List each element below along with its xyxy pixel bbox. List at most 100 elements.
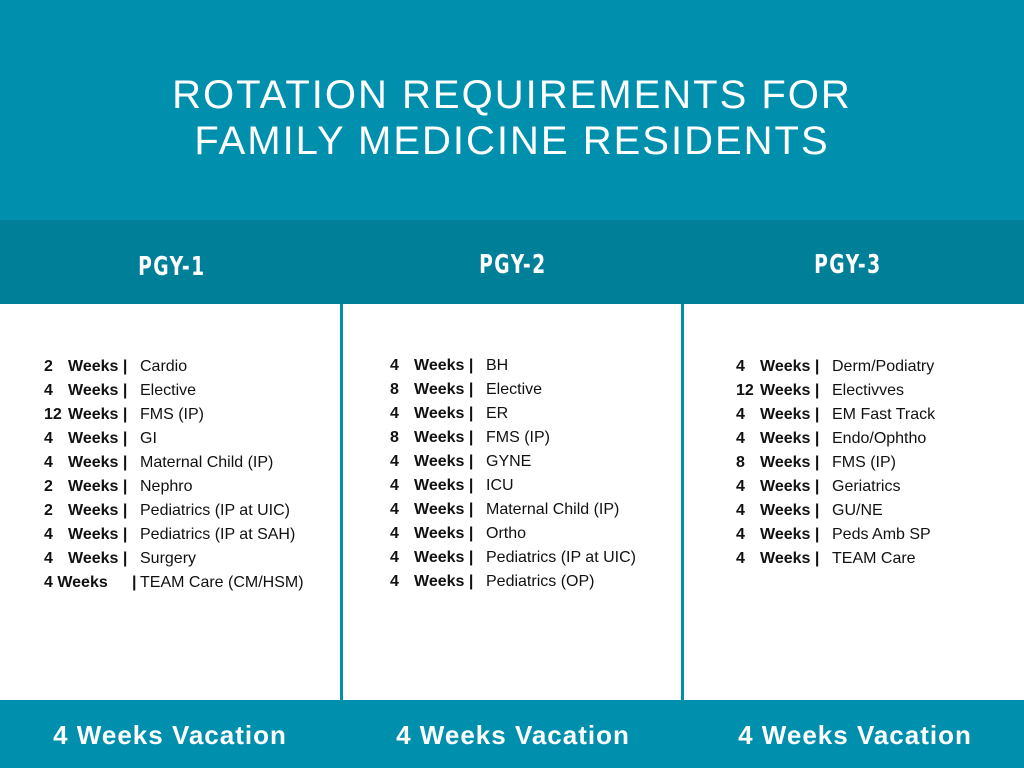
rotation-name: EM Fast Track xyxy=(832,406,936,423)
weeks-count: 2 xyxy=(44,502,53,519)
weeks-count: 4 xyxy=(44,382,53,399)
weeks-count: 4 xyxy=(390,405,399,422)
weeks-count: 12 xyxy=(44,406,62,423)
weeks-unit: Weeks | xyxy=(414,573,474,590)
rotation-name: Pediatrics (OP) xyxy=(486,573,595,590)
weeks-count: 4 xyxy=(736,550,745,567)
weeks-unit: Weeks | xyxy=(68,526,128,543)
weeks-count: 4 xyxy=(736,358,745,375)
weeks-unit: Weeks | xyxy=(414,453,474,470)
rotation-name: FMS (IP) xyxy=(140,406,204,423)
weeks-count: 8 xyxy=(736,454,745,471)
weeks-unit: Weeks | xyxy=(68,478,128,495)
weeks-unit: Weeks | xyxy=(414,357,474,374)
rotation-name: Nephro xyxy=(140,478,193,495)
rotation-name: Maternal Child (IP) xyxy=(140,454,274,471)
weeks-unit: Weeks | xyxy=(414,477,474,494)
rotation-name: GI xyxy=(140,430,157,447)
rotation-name: BH xyxy=(486,357,509,374)
weeks-count: 4 xyxy=(390,525,399,542)
weeks-unit: Weeks | xyxy=(414,405,474,422)
weeks-unit: Weeks | xyxy=(760,478,820,495)
weeks-count: 4 xyxy=(736,430,745,447)
weeks-count: 4 xyxy=(44,526,53,543)
rotation-name: Pediatrics (IP at SAH) xyxy=(140,526,296,543)
weeks-count: 4 xyxy=(390,549,399,566)
weeks-count: 4 xyxy=(390,357,399,374)
rotation-name: GYNE xyxy=(486,453,532,470)
rotation-name: FMS (IP) xyxy=(832,454,896,471)
weeks-count: 4 xyxy=(390,501,399,518)
heading-pgy-2: PGY-2 xyxy=(479,250,547,280)
weeks-unit: Weeks | xyxy=(760,550,820,567)
weeks-unit: Weeks | xyxy=(760,502,820,519)
weeks-count: 4 xyxy=(390,453,399,470)
heading-pgy-1: PGY-1 xyxy=(138,252,206,282)
weeks-unit: Weeks | xyxy=(760,454,820,471)
page-title: ROTATION REQUIREMENTS FOR FAMILY MEDICIN… xyxy=(0,72,1024,164)
column-divider xyxy=(681,304,684,700)
vacation-footer xyxy=(0,700,1024,768)
weeks-count: 4 xyxy=(44,550,53,567)
rotation-name: Geriatrics xyxy=(832,478,901,495)
weeks-unit: Weeks | xyxy=(68,382,128,399)
rotation-name: Derm/Podiatry xyxy=(832,358,935,375)
weeks-unit: Weeks | xyxy=(414,501,474,518)
rotation-name: Surgery xyxy=(140,550,197,567)
weeks-count: 4 xyxy=(736,406,745,423)
rotation-name: Pediatrics (IP at UIC) xyxy=(486,549,636,566)
weeks-unit: Weeks | xyxy=(760,406,820,423)
weeks-unit: Weeks | xyxy=(414,429,474,446)
weeks-count: 4 xyxy=(44,454,53,471)
year-header-band xyxy=(0,220,1024,304)
rotation-name: Peds Amb SP xyxy=(832,526,931,543)
weeks-count: 12 xyxy=(736,382,754,399)
rotation-name: ER xyxy=(486,405,509,422)
weeks-unit: Weeks | xyxy=(760,430,820,447)
rotation-name: Ortho xyxy=(486,525,527,542)
rotation-name: Pediatrics (IP at UIC) xyxy=(140,502,290,519)
weeks-unit: Weeks | xyxy=(68,550,128,567)
weeks-unit: | xyxy=(132,574,137,591)
rotation-name: Maternal Child (IP) xyxy=(486,501,620,518)
title-banner xyxy=(0,0,1024,220)
rotation-name: Elective xyxy=(140,382,197,399)
weeks-unit: Weeks | xyxy=(414,525,474,542)
rotation-name: Elective xyxy=(486,381,543,398)
rotation-name: Endo/Ophtho xyxy=(832,430,927,447)
heading-pgy-3: PGY-3 xyxy=(814,250,882,280)
weeks-unit: Weeks | xyxy=(68,502,128,519)
weeks-count: 8 xyxy=(390,429,399,446)
weeks-count: 4 xyxy=(736,526,745,543)
rotation-name: Cardio xyxy=(140,358,188,375)
weeks-count: 4 xyxy=(390,573,399,590)
vacation-pgy-3: 4 Weeks Vacation xyxy=(738,720,972,750)
weeks-count: 4 xyxy=(736,502,745,519)
title-line-2: FAMILY MEDICINE RESIDENTS xyxy=(194,119,830,163)
rotation-name: FMS (IP) xyxy=(486,429,550,446)
weeks-unit: Weeks | xyxy=(68,430,128,447)
weeks-unit: Weeks | xyxy=(760,526,820,543)
rotation-name: TEAM Care (CM/HSM) xyxy=(140,574,304,591)
column-divider xyxy=(340,304,343,700)
weeks-unit: Weeks | xyxy=(68,406,128,423)
weeks-unit: Weeks | xyxy=(760,382,820,399)
weeks-count: 2 xyxy=(44,358,53,375)
weeks-count: 4 xyxy=(736,478,745,495)
vacation-pgy-1: 4 Weeks Vacation xyxy=(53,720,287,750)
vacation-pgy-2: 4 Weeks Vacation xyxy=(396,720,630,750)
weeks-unit: Weeks | xyxy=(68,454,128,471)
weeks-count: 2 xyxy=(44,478,53,495)
weeks-count: 8 xyxy=(390,381,399,398)
weeks-unit: Weeks | xyxy=(414,381,474,398)
rotation-name: TEAM Care xyxy=(832,550,916,567)
weeks-count: 4 Weeks xyxy=(44,574,108,591)
weeks-count: 4 xyxy=(390,477,399,494)
rotation-name: ICU xyxy=(486,477,514,494)
title-line-1: ROTATION REQUIREMENTS FOR xyxy=(172,73,852,117)
rotation-name: GU/NE xyxy=(832,502,883,519)
weeks-unit: Weeks | xyxy=(414,549,474,566)
weeks-count: 4 xyxy=(44,430,53,447)
rotation-name: Electivves xyxy=(832,382,905,399)
weeks-unit: Weeks | xyxy=(68,358,128,375)
